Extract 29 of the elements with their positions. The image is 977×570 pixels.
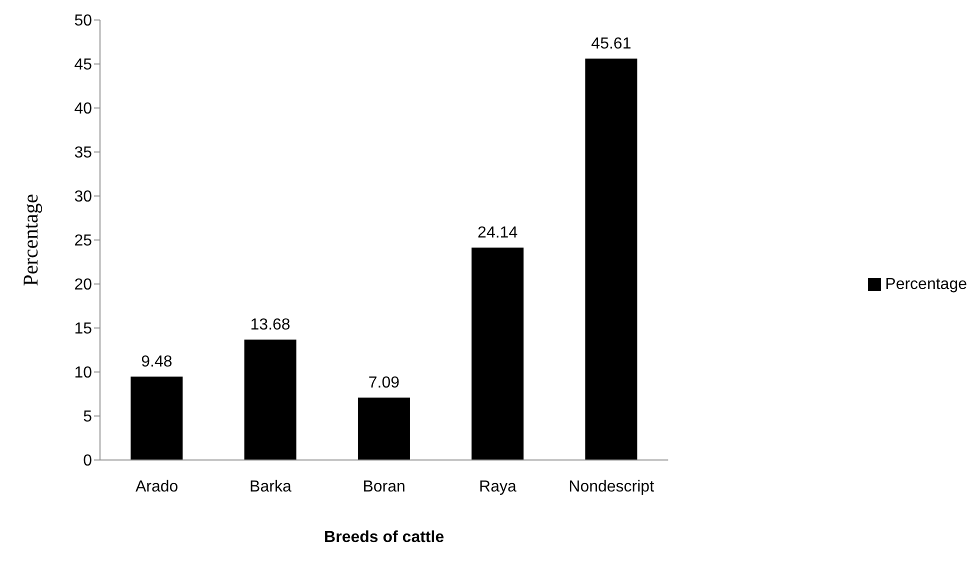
legend-label: Percentage: [885, 276, 967, 293]
data-label: 9.48: [141, 354, 172, 371]
y-tick-label: 5: [83, 408, 92, 426]
y-tick-label: 15: [74, 320, 92, 338]
y-tick-label: 10: [74, 364, 92, 382]
bar: [130, 376, 183, 460]
x-tick-label: Barka: [250, 478, 292, 496]
y-tick-label: 40: [74, 100, 92, 118]
bar: [358, 398, 410, 460]
y-tick-label: 20: [74, 276, 92, 294]
y-axis-title: Percentage: [18, 194, 42, 286]
y-tick-label: 30: [74, 188, 92, 206]
bar: [244, 340, 296, 460]
x-tick-label: Raya: [479, 478, 516, 496]
x-axis-title: Breeds of cattle: [324, 529, 444, 546]
x-tick-label: Nondescript: [568, 478, 655, 496]
data-label: 24.14: [478, 224, 518, 242]
y-tick-label: 0: [83, 452, 92, 470]
y-tick-label: 50: [74, 12, 92, 30]
bar: [472, 248, 524, 460]
y-tick-label: 45: [74, 56, 92, 74]
bar: [585, 58, 638, 460]
y-tick-label: 25: [74, 232, 92, 250]
x-tick-label: Boran: [362, 478, 406, 496]
y-tick-label: 35: [74, 144, 92, 162]
data-label: 7.09: [368, 374, 400, 392]
data-label: 45.61: [591, 36, 632, 53]
data-label: 13.68: [250, 316, 290, 334]
x-tick-label: Arado: [135, 478, 178, 496]
